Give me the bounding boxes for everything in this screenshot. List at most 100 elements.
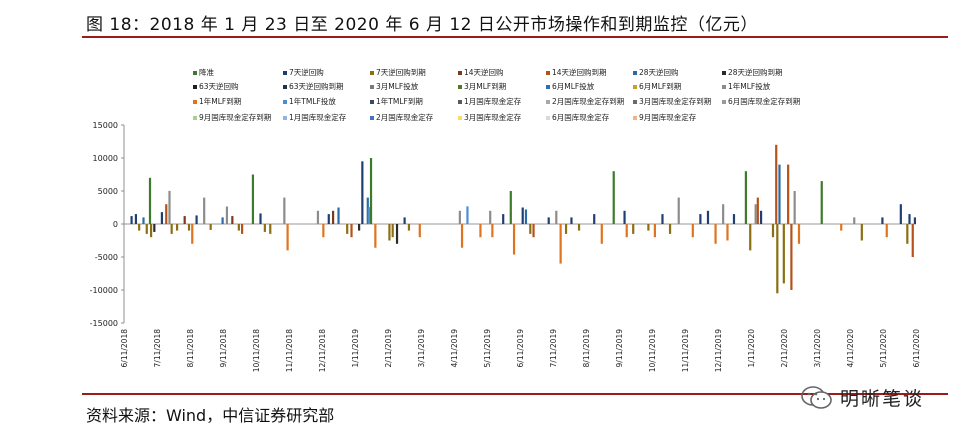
legend-swatch xyxy=(283,85,287,89)
legend-label: 1月国库现金定存 xyxy=(289,112,347,122)
legend-swatch xyxy=(546,116,550,120)
bar xyxy=(263,224,266,232)
x-tick-label: 1/11/2019 xyxy=(351,329,360,368)
bar xyxy=(647,224,650,231)
legend-label: 1年TMLF投放 xyxy=(289,96,336,106)
bar xyxy=(221,217,224,224)
bar xyxy=(195,215,198,224)
bar xyxy=(458,210,461,224)
bar xyxy=(466,206,469,224)
legend-label: 6月MLF投放 xyxy=(552,81,595,91)
bar xyxy=(327,214,330,224)
bar xyxy=(532,224,535,238)
bar xyxy=(756,197,759,224)
legend-label: 3月国库现金定存 xyxy=(464,112,522,122)
source-note: 资料来源：Wind，中信证券研究部 xyxy=(86,406,335,425)
bar xyxy=(521,207,524,224)
legend-label: 1年TMLF到期 xyxy=(376,96,423,106)
bar xyxy=(259,213,262,224)
bar xyxy=(790,224,793,290)
legend-label: 1年MLF到期 xyxy=(199,96,241,106)
legend-swatch xyxy=(458,85,462,89)
bar xyxy=(911,224,914,257)
legend-label: 9月国库现金定存到期 xyxy=(199,112,271,122)
legend-swatch xyxy=(193,100,197,104)
legend-swatch xyxy=(370,100,374,104)
bar xyxy=(283,197,286,224)
bar xyxy=(577,224,581,231)
bar xyxy=(722,204,725,224)
legend-label: 63天逆回购到期 xyxy=(289,81,344,91)
bar xyxy=(744,171,747,224)
x-tick-label: 6/11/2018 xyxy=(120,329,129,368)
y-axis: -15000 -10000 -5000 0 5000 10000 15000 xyxy=(90,121,125,328)
legend-swatch xyxy=(633,71,637,75)
legend-swatch xyxy=(546,71,550,75)
bar xyxy=(691,224,694,238)
bar xyxy=(369,158,373,224)
x-tick-label: 9/11/2018 xyxy=(219,329,228,368)
bar xyxy=(145,224,148,234)
bar xyxy=(502,214,505,224)
bar xyxy=(820,181,823,224)
y-tick-label: 5000 xyxy=(98,187,118,196)
bar xyxy=(350,224,353,238)
bar xyxy=(881,217,884,224)
bar xyxy=(134,214,138,224)
legend-label: 6月MLF到期 xyxy=(639,82,681,91)
legend-swatch xyxy=(370,85,374,89)
y-tick-label: -5000 xyxy=(95,253,118,262)
legend-swatch xyxy=(633,85,637,89)
bar xyxy=(623,210,626,224)
legend-label: 14天逆回购到期 xyxy=(552,67,607,77)
legend-swatch xyxy=(546,85,550,89)
x-tick-label: 5/11/2019 xyxy=(483,329,492,368)
legend-label: 6月国库现金定存到期 xyxy=(728,96,800,106)
bar xyxy=(913,217,917,224)
bar xyxy=(793,191,796,224)
bar xyxy=(559,224,562,264)
bar xyxy=(699,214,702,224)
bar xyxy=(391,224,394,238)
watermark-text: 明晰笔谈 xyxy=(840,388,925,410)
bar xyxy=(460,224,464,248)
bar xyxy=(564,224,568,234)
x-tick-label: 3/11/2020 xyxy=(813,329,822,368)
y-tick-label: 0 xyxy=(113,220,118,229)
bar xyxy=(225,206,229,224)
bar xyxy=(593,214,596,224)
bar xyxy=(840,224,843,231)
legend-label: 14天逆回购 xyxy=(464,67,504,77)
legend-swatch xyxy=(722,85,726,89)
bar xyxy=(782,224,785,284)
bar xyxy=(899,204,902,224)
y-tick-label: -15000 xyxy=(90,319,118,328)
legend-label: 6月国库现金定存 xyxy=(552,112,610,122)
bar xyxy=(168,190,171,224)
x-tick-label: 1/11/2020 xyxy=(747,329,756,368)
bar xyxy=(491,224,494,238)
bar xyxy=(524,209,528,224)
bar xyxy=(165,204,168,224)
bar xyxy=(269,224,272,234)
legend-label: 1月国库现金定存 xyxy=(464,96,522,106)
bar xyxy=(138,224,141,231)
bar xyxy=(906,224,909,244)
bar xyxy=(732,214,736,224)
x-tick-label: 4/11/2020 xyxy=(846,329,855,368)
bar xyxy=(403,217,406,224)
x-tick-label: 9/11/2019 xyxy=(615,329,624,368)
page-title: 图 18：2018 年 1 月 23 日至 2020 年 6 月 12 日公开市… xyxy=(86,15,758,35)
title-rule xyxy=(82,36,948,38)
legend-swatch xyxy=(722,100,726,104)
bar xyxy=(776,224,779,294)
x-tick-label: 6/11/2019 xyxy=(516,329,525,368)
legend-swatch xyxy=(722,71,726,75)
bar xyxy=(183,216,186,224)
x-tick-label: 11/11/2018 xyxy=(285,329,294,372)
y-tick-label: -10000 xyxy=(90,286,118,295)
legend-swatch xyxy=(633,116,637,120)
bar xyxy=(512,224,516,255)
bar xyxy=(374,224,377,248)
